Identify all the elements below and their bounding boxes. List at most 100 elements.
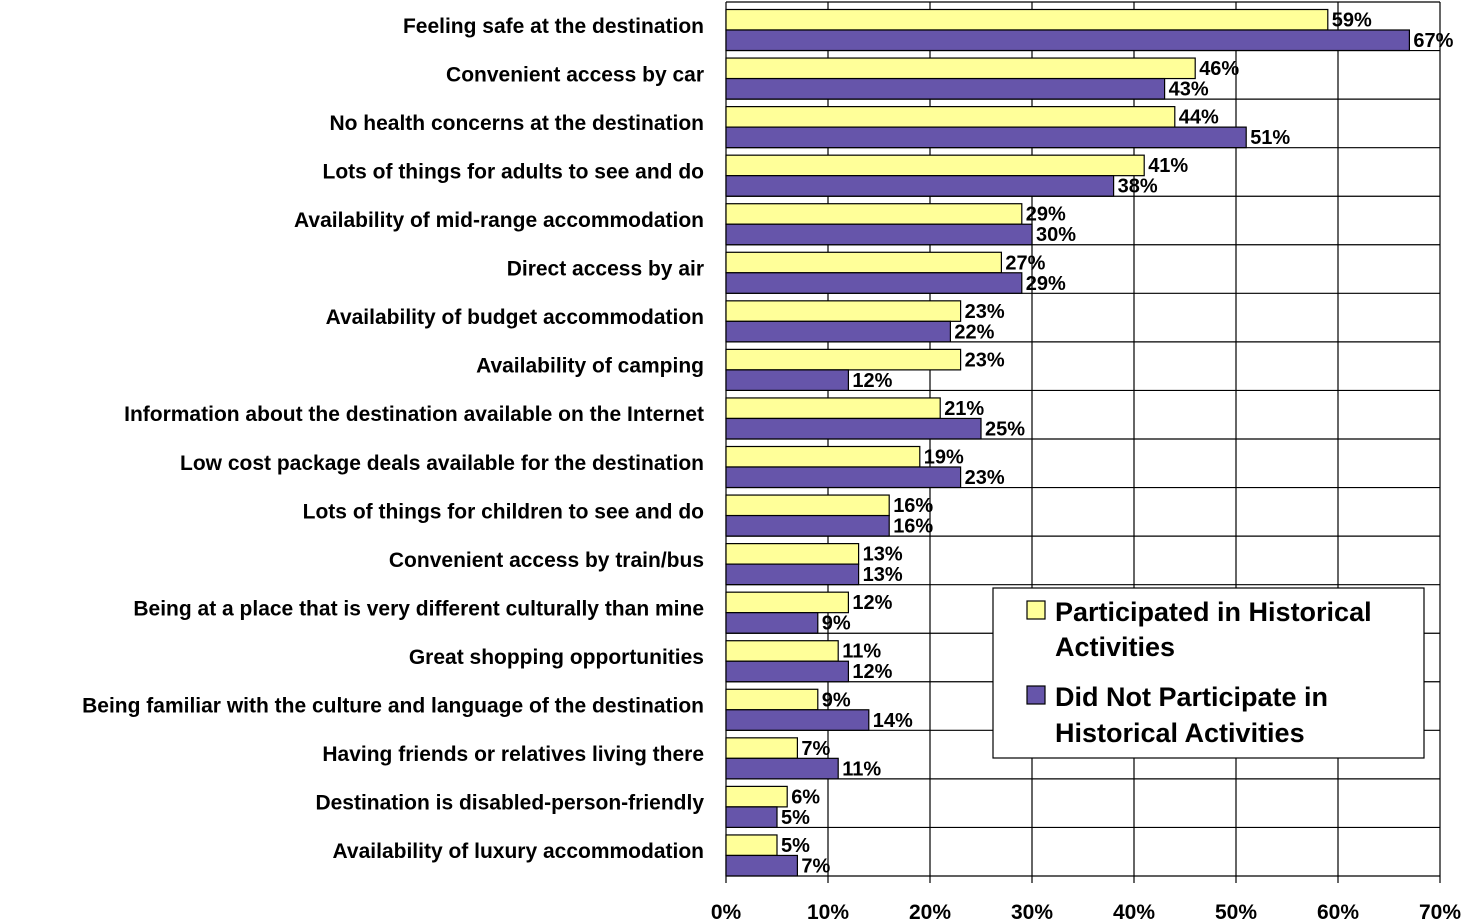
- x-tick-label: 30%: [1011, 901, 1053, 924]
- data-label-did-not-participate: 12%: [852, 661, 892, 683]
- bar-participated: [725, 494, 890, 517]
- data-label-did-not-participate: 67%: [1413, 30, 1453, 52]
- data-label-participated: 59%: [1332, 10, 1372, 32]
- bar-did-not-participate: [725, 466, 962, 489]
- category-label: Feeling safe at the destination: [403, 15, 704, 38]
- legend-label-did-not-participate: Did Not Participate in: [1055, 682, 1328, 712]
- bars: [725, 8, 1411, 877]
- category-labels: Feeling safe at the destination Convenien…: [82, 15, 704, 863]
- bar-did-not-participate: [725, 514, 890, 537]
- bar-participated: [725, 543, 860, 565]
- bar-participated: [725, 785, 788, 808]
- bar-did-not-participate: [725, 126, 1247, 149]
- x-tick-label: 10%: [807, 901, 849, 924]
- legend-swatch-participated: [1026, 600, 1046, 620]
- bar-did-not-participate: [725, 272, 1023, 294]
- x-tick-label: 60%: [1317, 901, 1359, 924]
- data-label-did-not-participate: 25%: [985, 418, 1025, 440]
- data-label-did-not-participate: 29%: [1026, 273, 1066, 295]
- bar-did-not-participate: [725, 77, 1166, 100]
- x-axis-ticks: 0% 10% 20% 30% 40% 50% 60% 70%: [711, 876, 1461, 924]
- legend-label-participated-line2: Activities: [1055, 632, 1175, 662]
- data-label-did-not-participate: 5%: [781, 807, 810, 829]
- data-label-participated: 23%: [965, 349, 1005, 371]
- category-label: Availability of luxury accommodation: [333, 840, 704, 863]
- bar-did-not-participate: [725, 223, 1033, 246]
- data-label-did-not-participate: 30%: [1036, 224, 1076, 246]
- data-label-participated: 44%: [1179, 107, 1219, 129]
- bar-participated: [725, 445, 921, 468]
- bar-did-not-participate: [725, 806, 778, 828]
- category-label: Convenient access by car: [446, 63, 704, 86]
- data-label-did-not-participate: 51%: [1250, 127, 1290, 149]
- bar-did-not-participate: [725, 854, 799, 877]
- category-label: Availability of mid-range accommodation: [294, 209, 704, 232]
- bar-did-not-participate: [725, 320, 951, 343]
- data-label-did-not-participate: 13%: [863, 564, 903, 586]
- data-label-participated: 6%: [791, 786, 820, 808]
- data-labels: 59%67%46%43%44%51%41%38%29%30%27%29%23%2…: [781, 10, 1454, 878]
- data-label-did-not-participate: 23%: [965, 467, 1005, 489]
- bar-did-not-participate: [725, 709, 870, 731]
- data-label-did-not-participate: 11%: [842, 758, 881, 780]
- data-label-did-not-participate: 7%: [801, 855, 830, 877]
- legend-box: [992, 587, 1425, 759]
- category-label: Having friends or relatives living there: [322, 743, 704, 766]
- category-label: Direct access by air: [507, 258, 704, 281]
- bar-did-not-participate: [725, 660, 850, 683]
- legend-label-participated: Participated in Historical: [1055, 597, 1372, 627]
- x-tick-label: 0%: [711, 901, 742, 924]
- category-label: Great shopping opportunities: [409, 646, 704, 669]
- data-label-participated: 7%: [801, 738, 830, 760]
- data-label-participated: 9%: [822, 689, 851, 711]
- legend: Participated in Historical Activities Did …: [992, 587, 1425, 759]
- bar-did-not-participate: [725, 369, 850, 391]
- data-label-did-not-participate: 43%: [1169, 79, 1209, 101]
- data-label-participated: 13%: [863, 544, 903, 566]
- category-label: Being familiar with the culture and lang…: [82, 695, 704, 718]
- category-label: No health concerns at the destination: [329, 112, 704, 135]
- bar-did-not-participate: [725, 29, 1411, 52]
- data-label-did-not-participate: 14%: [873, 710, 913, 732]
- bar-participated: [725, 251, 1002, 274]
- data-label-participated: 21%: [944, 398, 984, 420]
- category-label: Being at a place that is very different …: [133, 597, 704, 620]
- x-tick-label: 50%: [1215, 901, 1257, 924]
- bar-participated: [725, 688, 819, 711]
- bar-did-not-participate: [725, 757, 839, 780]
- category-label: Destination is disabled-person-friendly: [315, 792, 704, 815]
- data-label-participated: 41%: [1148, 155, 1188, 177]
- data-label-did-not-participate: 16%: [893, 516, 933, 538]
- data-label-participated: 27%: [1005, 252, 1045, 274]
- x-tick-label: 20%: [909, 901, 951, 924]
- data-label-did-not-participate: 22%: [954, 321, 994, 343]
- bar-did-not-participate: [725, 563, 860, 586]
- bar-participated: [725, 57, 1196, 80]
- bar-participated: [725, 8, 1329, 31]
- bar-did-not-participate: [725, 417, 982, 440]
- x-tick-label: 70%: [1419, 901, 1461, 924]
- data-label-participated: 11%: [842, 641, 881, 663]
- data-label-did-not-participate: 9%: [822, 613, 851, 635]
- bar-participated: [725, 154, 1145, 177]
- x-tick-label: 40%: [1113, 901, 1155, 924]
- category-label: Low cost package deals available for the…: [180, 452, 704, 475]
- legend-swatch-did-not-participate: [1026, 685, 1046, 705]
- bar-participated: [725, 591, 850, 614]
- category-label: Availability of camping: [476, 355, 704, 378]
- bar-participated: [725, 397, 941, 420]
- legend-label-did-not-participate-line2: Historical Activities: [1055, 718, 1305, 748]
- data-label-participated: 12%: [852, 592, 892, 614]
- data-label-participated: 16%: [893, 495, 933, 517]
- data-label-participated: 19%: [924, 447, 964, 469]
- bar-participated: [725, 300, 962, 322]
- bar-participated: [725, 737, 799, 759]
- category-label: Convenient access by train/bus: [389, 549, 704, 572]
- bar-did-not-participate: [725, 612, 819, 634]
- category-label: Availability of budget accommodation: [326, 306, 704, 329]
- data-label-did-not-participate: 12%: [852, 370, 892, 392]
- bar-did-not-participate: [725, 175, 1115, 197]
- bar-participated: [725, 106, 1176, 128]
- bar-participated: [725, 203, 1023, 225]
